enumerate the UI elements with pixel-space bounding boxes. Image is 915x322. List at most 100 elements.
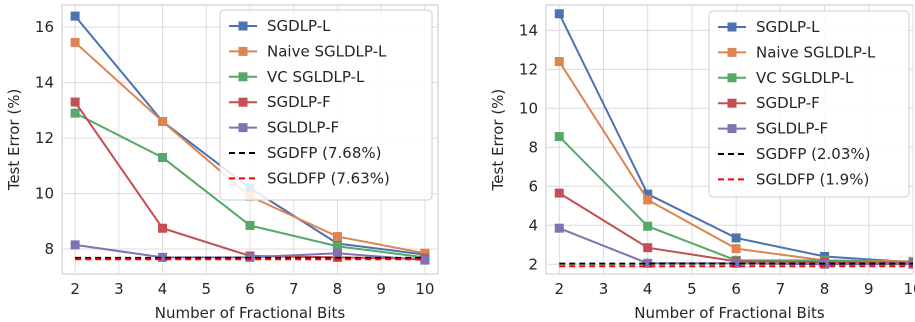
data-point (643, 258, 653, 268)
x-tick-label: 6 (245, 280, 255, 298)
data-point (643, 243, 653, 253)
y-tick-label: 12 (35, 129, 54, 147)
x-tick-label: 9 (376, 280, 386, 298)
y-tick-label: 10 (519, 99, 538, 117)
data-point (245, 220, 255, 230)
y-tick-label: 10 (35, 185, 54, 203)
legend-marker (727, 98, 737, 108)
legend-item: SGLDFP (1.9%) (718, 170, 869, 188)
data-point (158, 116, 168, 126)
legend-label: SGLDFP (7.63%) (267, 169, 390, 187)
y-tick-label: 8 (528, 138, 538, 156)
legend-marker (238, 46, 248, 56)
x-tick-label: 2 (554, 280, 564, 298)
data-point (420, 255, 430, 265)
legend-marker (727, 47, 737, 57)
data-point (70, 97, 80, 107)
y-tick-label: 8 (44, 240, 54, 258)
data-point (70, 11, 80, 21)
y-axis-label: Test Error (%) (5, 89, 23, 192)
data-point (554, 57, 564, 67)
legend-label: SGLDLP-F (267, 119, 339, 137)
legend-label: SGDFP (7.68%) (267, 144, 382, 162)
chart-panel-1: 2 3 4 5 6 7 8 9 10 8 10 12 14 16 Number of Fractional … (5, 4, 439, 322)
legend-label: VC SGLDLP-L (267, 68, 365, 86)
legend: SGDLP-L Naive SGLDLP-L VC SGLDLP-L SGDLP-F S… (708, 10, 910, 198)
legend-label: SGLDFP (1.9%) (756, 170, 869, 188)
y-tick-label: 4 (528, 216, 538, 234)
legend-item: VC SGLDLP-L (229, 68, 365, 86)
legend-item: SGLDFP (7.63%) (229, 169, 390, 187)
legend-label: SGLDLP-F (756, 120, 828, 138)
legend-label: Naive SGLDLP-L (267, 42, 387, 60)
legend-marker (727, 22, 737, 32)
legend-label: VC SGLDLP-L (756, 69, 854, 87)
legend: SGDLP-L Naive SGLDLP-L VC SGLDLP-L SGDLP-F S… (219, 9, 433, 201)
legend-item: VC SGLDLP-L (718, 69, 854, 87)
data-point (731, 244, 741, 254)
x-tick-label: 5 (202, 280, 212, 298)
y-axis-label: Test Error (%) (489, 89, 507, 192)
x-axis-label: Number of Fractional Bits (155, 304, 346, 322)
data-point (554, 223, 564, 233)
data-point (643, 189, 653, 199)
x-tick-label: 5 (687, 280, 697, 298)
legend-marker (727, 124, 737, 134)
y-tick-label: 12 (519, 60, 538, 78)
x-tick-label: 2 (70, 280, 80, 298)
data-point (70, 240, 80, 250)
data-point (332, 241, 342, 251)
x-tick-label: 4 (158, 280, 168, 298)
legend-frame (708, 10, 910, 198)
legend-marker (727, 73, 737, 83)
data-point (554, 132, 564, 142)
x-tick-label: 4 (643, 280, 653, 298)
y-tick-label: 14 (519, 21, 538, 39)
x-tick-label: 6 (731, 280, 741, 298)
legend-marker (238, 123, 248, 133)
legend-item: SGDLP-L (718, 18, 820, 36)
legend-label: SGDLP-F (756, 94, 820, 112)
x-tick-label: 8 (820, 280, 830, 298)
data-point (643, 221, 653, 231)
x-tick-label: 3 (599, 280, 609, 298)
plot-marks (554, 9, 913, 269)
legend-label: Naive SGLDLP-L (756, 43, 876, 61)
data-point (643, 195, 653, 205)
legend-item: SGLDLP-F (718, 120, 828, 138)
y-tick-label: 2 (528, 255, 538, 273)
legend-label: SGDLP-F (267, 93, 331, 111)
legend-item: SGLDLP-F (229, 119, 339, 137)
x-tick-label: 10 (415, 280, 434, 298)
data-point (554, 188, 564, 198)
legend-label: SGDLP-L (756, 18, 820, 36)
data-point (158, 252, 168, 262)
y-tick-label: 14 (35, 74, 54, 92)
data-point (554, 9, 564, 19)
data-point (731, 233, 741, 243)
data-point (332, 248, 342, 258)
legend-marker (238, 97, 248, 107)
legend-item: SGDLP-L (229, 17, 331, 35)
legend-frame (219, 9, 433, 201)
data-point (70, 37, 80, 47)
y-tick-label: 16 (35, 18, 54, 36)
x-tick-label: 7 (289, 280, 299, 298)
data-point (158, 153, 168, 163)
legend-item: SGDFP (2.03%) (718, 145, 871, 163)
y-tick-label: 6 (528, 177, 538, 195)
legend-item: SGDLP-F (718, 94, 820, 112)
x-tick-label: 10 (903, 280, 915, 298)
legend-item: SGDLP-F (229, 93, 331, 111)
data-point (332, 232, 342, 242)
legend-label: SGDLP-L (267, 17, 331, 35)
x-tick-label: 9 (864, 280, 874, 298)
legend-item: Naive SGLDLP-L (229, 42, 387, 60)
x-tick-label: 3 (114, 280, 124, 298)
data-point (70, 108, 80, 118)
x-tick-label: 8 (333, 280, 343, 298)
chart-panel-2: 2 3 4 5 6 7 8 9 10 2 4 6 8 10 12 14 Number of Fractional… (489, 4, 915, 322)
legend-item: Naive SGLDLP-L (718, 43, 876, 61)
legend-marker (238, 21, 248, 31)
